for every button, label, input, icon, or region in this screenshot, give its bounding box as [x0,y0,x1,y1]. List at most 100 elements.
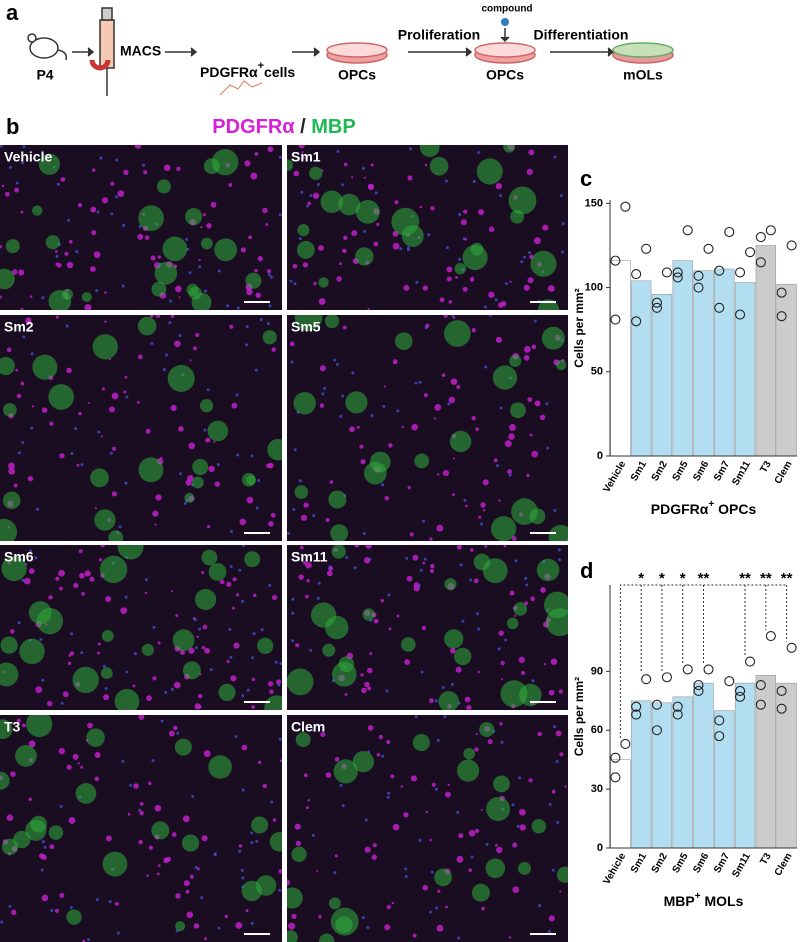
cell [458,833,464,839]
cell [414,453,430,469]
cell [491,516,517,541]
micrograph-label: T3 [4,719,21,735]
cell [133,652,137,656]
cell [105,835,112,842]
cell [46,700,53,707]
cell [425,811,429,814]
cell [59,453,65,459]
cell [293,448,297,452]
cell [138,457,164,483]
cell [240,247,246,253]
cell [14,187,19,193]
cell [488,226,495,233]
cell [527,251,531,255]
micrograph-label: Sm6 [4,549,34,565]
cell [311,728,315,732]
data-point [631,269,642,280]
cell [278,155,282,159]
cell [469,277,475,282]
cell [26,715,53,738]
bar [672,696,693,849]
cell [250,831,254,835]
cell [309,193,313,197]
cell [367,686,372,691]
cell [175,893,181,899]
cell [254,268,258,273]
cell [367,308,370,310]
cell [531,450,539,458]
cell [255,292,261,298]
cell [264,695,282,710]
x-tick-label: Sm11 [730,851,753,880]
cell [206,223,212,229]
cell [55,262,59,267]
data-point [661,267,672,278]
data-point [786,642,797,653]
step-label-part: PDGFRα [200,64,258,80]
cell [421,625,427,631]
cell [477,151,481,155]
cell [98,558,103,562]
cell [360,459,366,465]
cell [527,277,534,284]
cell [174,738,192,756]
cell [195,333,200,338]
cell [262,330,277,345]
cell [430,206,435,211]
cell [412,734,430,752]
cell [430,563,435,569]
cell [556,359,567,371]
cell [334,854,338,858]
cell [136,401,140,404]
cell [317,581,321,585]
cell [174,340,181,348]
cell [199,399,214,413]
cell [336,149,340,153]
cell [259,318,263,322]
cell [439,297,445,303]
cell [41,407,48,413]
cell [213,440,216,443]
cell [328,565,332,569]
cell [21,578,25,582]
cell [446,276,452,282]
bar [714,710,735,849]
cell [80,463,84,467]
significance: ** [739,570,751,587]
cell [415,280,419,284]
cell [431,782,436,787]
cell [404,659,411,666]
cell [206,525,211,529]
cell [152,676,157,681]
cell [5,239,20,254]
cell [138,839,143,845]
cell [241,744,248,751]
stain: MBP [311,116,355,138]
cell [16,718,21,723]
cell [542,224,549,231]
cell [206,388,210,392]
cell [105,595,112,603]
cell [312,192,320,199]
cell [0,268,15,290]
cell [13,483,18,488]
cell [201,549,218,566]
bar [630,280,652,457]
cell [352,750,375,773]
cell [144,591,148,595]
cell [260,628,264,632]
cell [228,182,233,187]
cell [171,832,177,837]
cell [101,197,109,204]
cell [343,162,348,167]
cell [292,263,298,269]
x-tick-label: Sm6 [691,459,711,483]
cell [359,444,364,449]
cell [538,904,542,908]
cell [463,209,468,214]
cell [183,501,187,505]
cell [25,319,31,325]
cell [471,416,476,421]
cell [366,926,370,930]
cell [90,206,97,213]
